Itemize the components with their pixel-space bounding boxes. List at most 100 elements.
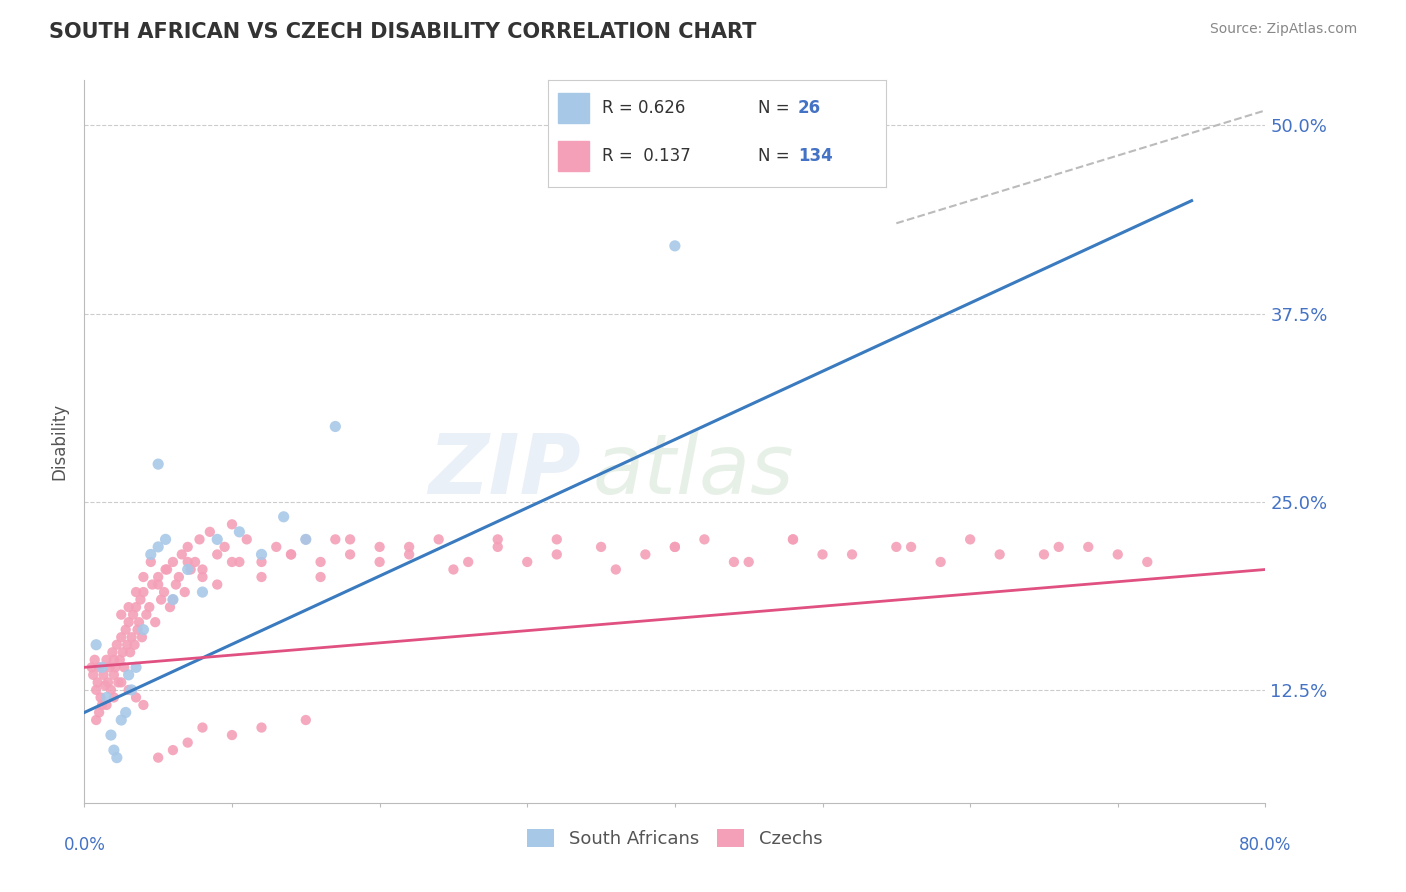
Point [177,540,200,554]
Point [150,592,173,607]
Point [110,630,132,644]
Point [125,690,148,705]
Point [103,668,125,682]
Point [250,555,273,569]
Point [96,653,118,667]
Point [173,585,195,599]
Point [295,533,318,547]
Point [221,517,243,532]
Point [80,660,103,674]
Point [114,623,136,637]
Bar [558,141,589,171]
Point [96,698,118,712]
Point [103,743,125,757]
Point [191,570,214,584]
Point [131,630,153,644]
Point [105,638,128,652]
Point [605,562,627,576]
Point [782,533,804,547]
Point [184,555,207,569]
Point [162,743,184,757]
Point [148,540,170,554]
Point [112,660,135,674]
Point [591,540,613,554]
Point [87,706,111,720]
Point [368,540,391,554]
Point [132,585,155,599]
Point [121,682,143,697]
Point [273,509,295,524]
Point [122,607,145,622]
Point [118,600,141,615]
Point [153,585,176,599]
Point [368,555,391,569]
Point [96,690,118,705]
Point [108,653,131,667]
Point [228,555,250,569]
Point [546,533,568,547]
Point [110,713,132,727]
Point [120,645,142,659]
Point [198,524,221,539]
Point [664,540,686,554]
Point [207,577,229,591]
Point [135,607,157,622]
Point [191,585,214,599]
Point [132,570,155,584]
Point [162,592,184,607]
Legend: South Africans, Czechs: South Africans, Czechs [527,829,823,848]
Point [546,548,568,562]
Point [139,548,162,562]
Point [516,555,538,569]
Point [427,533,450,547]
Point [959,533,981,547]
Point [155,533,177,547]
Point [280,548,302,562]
Point [214,540,236,554]
Point [486,540,509,554]
Point [143,615,166,630]
Point [104,660,127,674]
Point [139,555,162,569]
Point [1033,548,1056,562]
Point [250,721,273,735]
Text: N =: N = [758,147,794,165]
Point [127,623,149,637]
Point [91,660,114,674]
Point [148,750,170,764]
Point [191,721,214,735]
Point [398,540,420,554]
Point [295,533,318,547]
Point [156,562,179,576]
Point [93,668,115,682]
Point [177,555,200,569]
Point [443,562,465,576]
Point [811,548,834,562]
Point [101,645,124,659]
Text: R = 0.626: R = 0.626 [602,99,686,117]
Point [177,735,200,749]
Point [221,728,243,742]
Y-axis label: Disability: Disability [51,403,69,480]
Point [664,540,686,554]
Point [309,555,332,569]
Point [129,592,152,607]
Point [103,653,125,667]
Point [100,728,122,742]
Point [250,548,273,562]
Point [738,555,761,569]
Point [165,577,187,591]
Point [132,698,155,712]
Point [115,638,138,652]
Point [664,239,686,253]
Point [110,675,132,690]
Point [159,600,181,615]
Point [1107,548,1129,562]
Point [97,675,120,690]
Point [110,607,132,622]
Point [121,630,143,644]
Point [280,548,302,562]
Point [900,540,922,554]
Text: 80.0%: 80.0% [1239,836,1292,854]
Point [162,592,184,607]
